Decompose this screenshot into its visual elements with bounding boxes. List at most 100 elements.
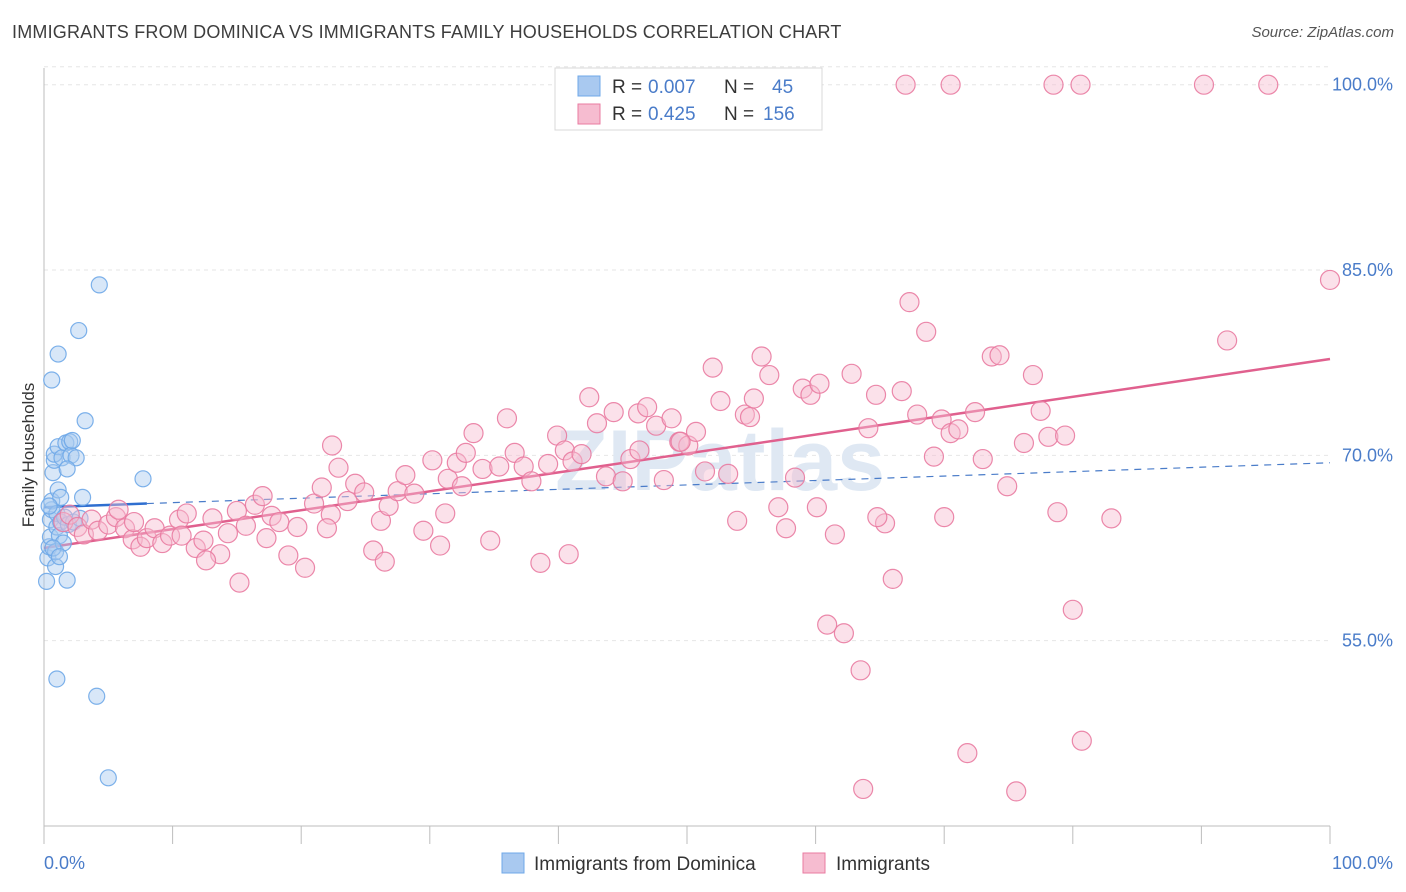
point-immigrants-95: [833, 623, 854, 644]
point-immigrants-63: [571, 444, 592, 465]
point-immigrants-77: [685, 421, 707, 442]
point-immigrants-33: [320, 504, 341, 525]
legend-r-value-2: 0.425: [648, 104, 696, 125]
point-immigrants-24: [244, 494, 266, 515]
point-dominica-35: [90, 276, 108, 294]
point-immigrants-124: [1071, 730, 1092, 751]
point-immigrants-4: [81, 509, 102, 530]
x-tick-label-0: 0.0%: [44, 853, 85, 873]
point-immigrants-132: [629, 440, 650, 461]
point-immigrants-42: [395, 465, 416, 486]
point-immigrants-79: [702, 357, 723, 378]
point-dominica-40: [40, 497, 58, 515]
point-immigrants-133: [739, 406, 761, 428]
bottom-legend: Immigrants from Dominica Immigrants: [501, 852, 930, 875]
point-immigrants-103: [899, 292, 920, 313]
point-immigrants-152: [108, 499, 129, 520]
point-dominica-32: [76, 412, 94, 430]
point-immigrants-144: [670, 431, 691, 452]
point-immigrants-130: [374, 551, 395, 572]
point-immigrants-140: [1258, 74, 1279, 95]
point-immigrants-84: [743, 388, 764, 409]
y-tick-label-2: 85.0%: [1342, 260, 1393, 280]
point-immigrants-6: [98, 514, 119, 535]
point-dominica-31: [73, 488, 92, 506]
y-tick-labels: 55.0% 70.0% 85.0% 100.0%: [1332, 75, 1393, 651]
point-immigrants-32: [311, 477, 332, 498]
point-immigrants-82: [727, 510, 748, 531]
source-label: Source: ZipAtlas.com: [1251, 24, 1394, 41]
point-immigrants-151: [171, 525, 192, 546]
point-immigrants-43: [404, 483, 425, 504]
point-immigrants-96: [841, 363, 862, 384]
point-immigrants-34: [328, 457, 349, 478]
point-immigrants-73: [653, 469, 674, 491]
point-dominica-42: [50, 548, 69, 566]
point-immigrants-116: [1006, 781, 1027, 802]
point-immigrants-136: [940, 74, 961, 95]
point-immigrants-66: [595, 466, 617, 487]
point-immigrants-83: [734, 404, 755, 425]
legend-n-value-1: 45: [772, 77, 793, 98]
point-immigrants-141: [1217, 330, 1238, 351]
point-dominica-37: [48, 670, 66, 688]
point-dominica-43: [58, 460, 76, 478]
point-immigrants-80: [710, 390, 731, 412]
point-dominica-23: [58, 571, 76, 589]
point-immigrants-30: [294, 557, 316, 578]
point-immigrants-119: [1030, 400, 1051, 421]
point-immigrants-58: [530, 552, 551, 573]
point-dominica-33: [43, 371, 61, 389]
point-immigrants-137: [1043, 74, 1064, 95]
point-immigrants-21: [217, 523, 238, 544]
point-immigrants-18: [193, 530, 214, 551]
point-immigrants-113: [981, 346, 1002, 367]
point-immigrants-101: [882, 568, 903, 590]
point-immigrants-81: [718, 463, 739, 484]
point-immigrants-22: [226, 500, 247, 522]
point-immigrants-49: [455, 442, 476, 463]
point-immigrants-145: [229, 572, 250, 593]
point-immigrants-40: [378, 495, 399, 517]
point-immigrants-74: [661, 408, 682, 429]
point-dominica-28: [67, 449, 85, 467]
point-immigrants-29: [287, 516, 308, 538]
point-dominica-29: [70, 321, 88, 340]
point-immigrants-53: [489, 456, 510, 477]
point-immigrants-115: [997, 476, 1018, 497]
point-immigrants-134: [806, 497, 827, 518]
point-immigrants-68: [612, 471, 633, 492]
trend-immigrants: [43, 357, 1331, 550]
legend-r-label-1: R =: [612, 77, 642, 98]
point-immigrants-51: [472, 458, 493, 480]
point-immigrants-28: [278, 545, 299, 566]
grid-lines: [44, 66, 1330, 642]
point-immigrants-67: [603, 402, 624, 423]
legend-r-label-2: R =: [612, 104, 642, 125]
y-tick-label-3: 100.0%: [1332, 75, 1393, 95]
point-immigrants-35: [337, 490, 358, 512]
point-immigrants-143: [1101, 508, 1122, 529]
bottom-legend-swatch-dominica: [501, 852, 525, 874]
point-immigrants-102: [891, 381, 912, 402]
point-immigrants-148: [195, 550, 217, 571]
bottom-legend-label-dominica: Immigrants from Dominica: [534, 854, 756, 875]
x-tick-labels: 0.0% 100.0%: [44, 853, 1393, 873]
point-immigrants-123: [1062, 599, 1083, 620]
point-immigrants-118: [1022, 364, 1044, 386]
point-immigrants-59: [538, 453, 559, 475]
point-immigrants-25: [252, 486, 273, 507]
watermark: ZIPatlas: [555, 413, 885, 509]
point-immigrants-121: [1047, 502, 1068, 523]
point-immigrants-50: [463, 423, 484, 444]
point-dominica-18: [52, 488, 70, 506]
point-immigrants-54: [496, 408, 518, 429]
x-tick-label-1: 100.0%: [1332, 853, 1393, 873]
point-immigrants-129: [321, 435, 343, 456]
point-immigrants-135: [895, 74, 916, 95]
chart-title: IMMIGRANTS FROM DOMINICA VS IMMIGRANTS F…: [12, 22, 842, 42]
legend-n-label-1: N =: [724, 77, 754, 98]
y-axis-label: Family Households: [19, 383, 38, 528]
point-immigrants-85: [751, 346, 772, 367]
